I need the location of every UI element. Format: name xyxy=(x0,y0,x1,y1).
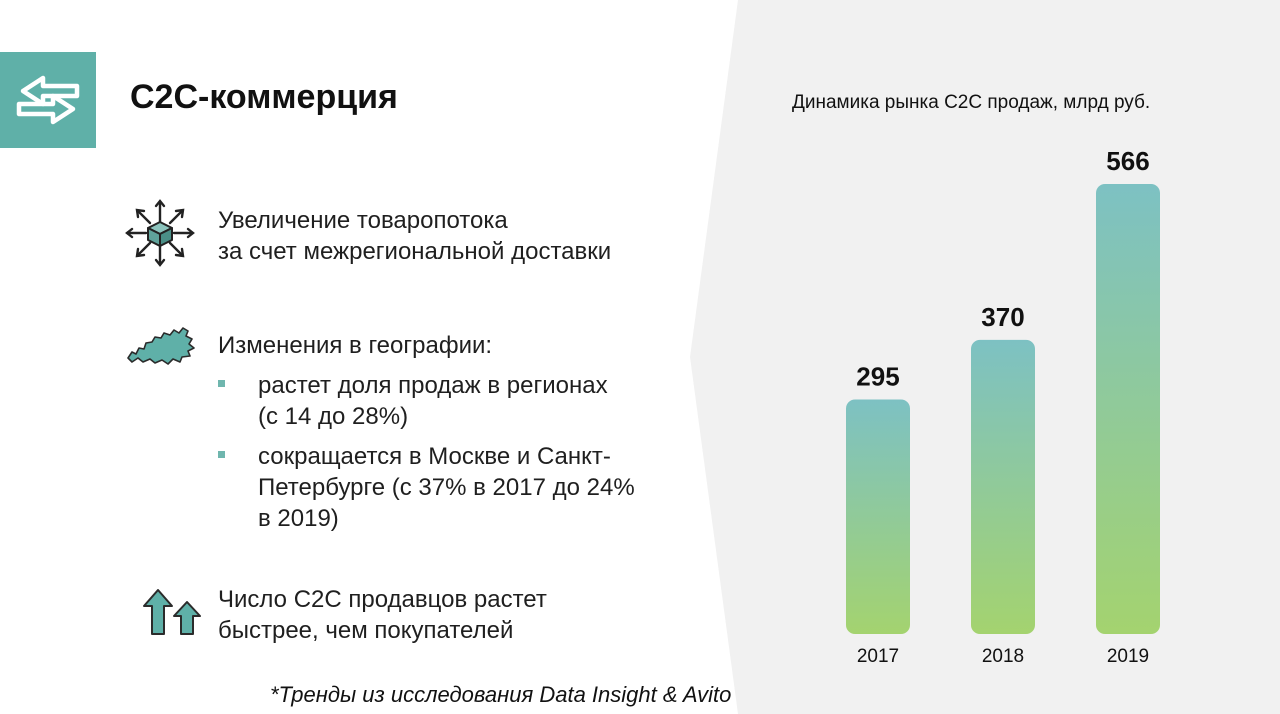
sellers-text-line: быстрее, чем покупателей xyxy=(218,617,514,644)
sellers-text: Число C2C продавцов растет быстрее, чем … xyxy=(218,584,547,646)
growth-arrows-icon xyxy=(143,589,201,635)
bar-2017 xyxy=(846,399,910,634)
sellers-text-line: Число C2C продавцов растет xyxy=(218,586,547,613)
header-badge xyxy=(0,52,96,148)
source-footnote: *Тренды из исследования Data Insight & A… xyxy=(270,682,732,707)
delivery-text: Увеличение товаропотока за счет межрегио… xyxy=(218,205,678,267)
package-distribution-icon xyxy=(125,199,195,267)
bullet-line: в 2019) xyxy=(258,505,339,532)
page-title: C2C-коммерция xyxy=(130,78,398,116)
geography-heading: Изменения в географии: xyxy=(218,332,493,359)
delivery-text-line: за счет межрегиональной доставки xyxy=(218,238,612,265)
bullet-line: растет доля продаж в регионах xyxy=(258,372,608,399)
x-tick-label-2017: 2017 xyxy=(857,646,899,667)
bullet-marker xyxy=(218,451,225,458)
x-tick-label-2019: 2019 xyxy=(1107,646,1149,667)
bullet-marker xyxy=(218,380,225,387)
data-label-2018: 370 xyxy=(981,302,1024,332)
bullet-line: (с 14 до 28%) xyxy=(258,403,409,430)
data-label-2019: 566 xyxy=(1106,146,1149,176)
list-item: растет доля продаж в регионах (с 14 до 2… xyxy=(218,370,658,432)
geography-bullets: растет доля продаж в регионах (с 14 до 2… xyxy=(218,370,658,543)
swap-arrows-icon xyxy=(16,75,80,125)
data-label-2017: 295 xyxy=(856,361,899,391)
bullet-line: сокращается в Москве и Санкт- xyxy=(258,443,611,470)
chart-title: Динамика рынка C2C продаж, млрд руб. xyxy=(792,92,1151,113)
list-item: сокращается в Москве и Санкт- Петербурге… xyxy=(218,441,658,534)
bullet-line: Петербурге (с 37% в 2017 до 24% xyxy=(258,474,635,501)
bar-2018 xyxy=(971,339,1035,634)
bar-2019 xyxy=(1096,184,1160,634)
delivery-text-line: Увеличение товаропотока xyxy=(218,207,508,234)
russia-map-icon xyxy=(127,327,195,365)
x-tick-label-2018: 2018 xyxy=(982,646,1024,667)
